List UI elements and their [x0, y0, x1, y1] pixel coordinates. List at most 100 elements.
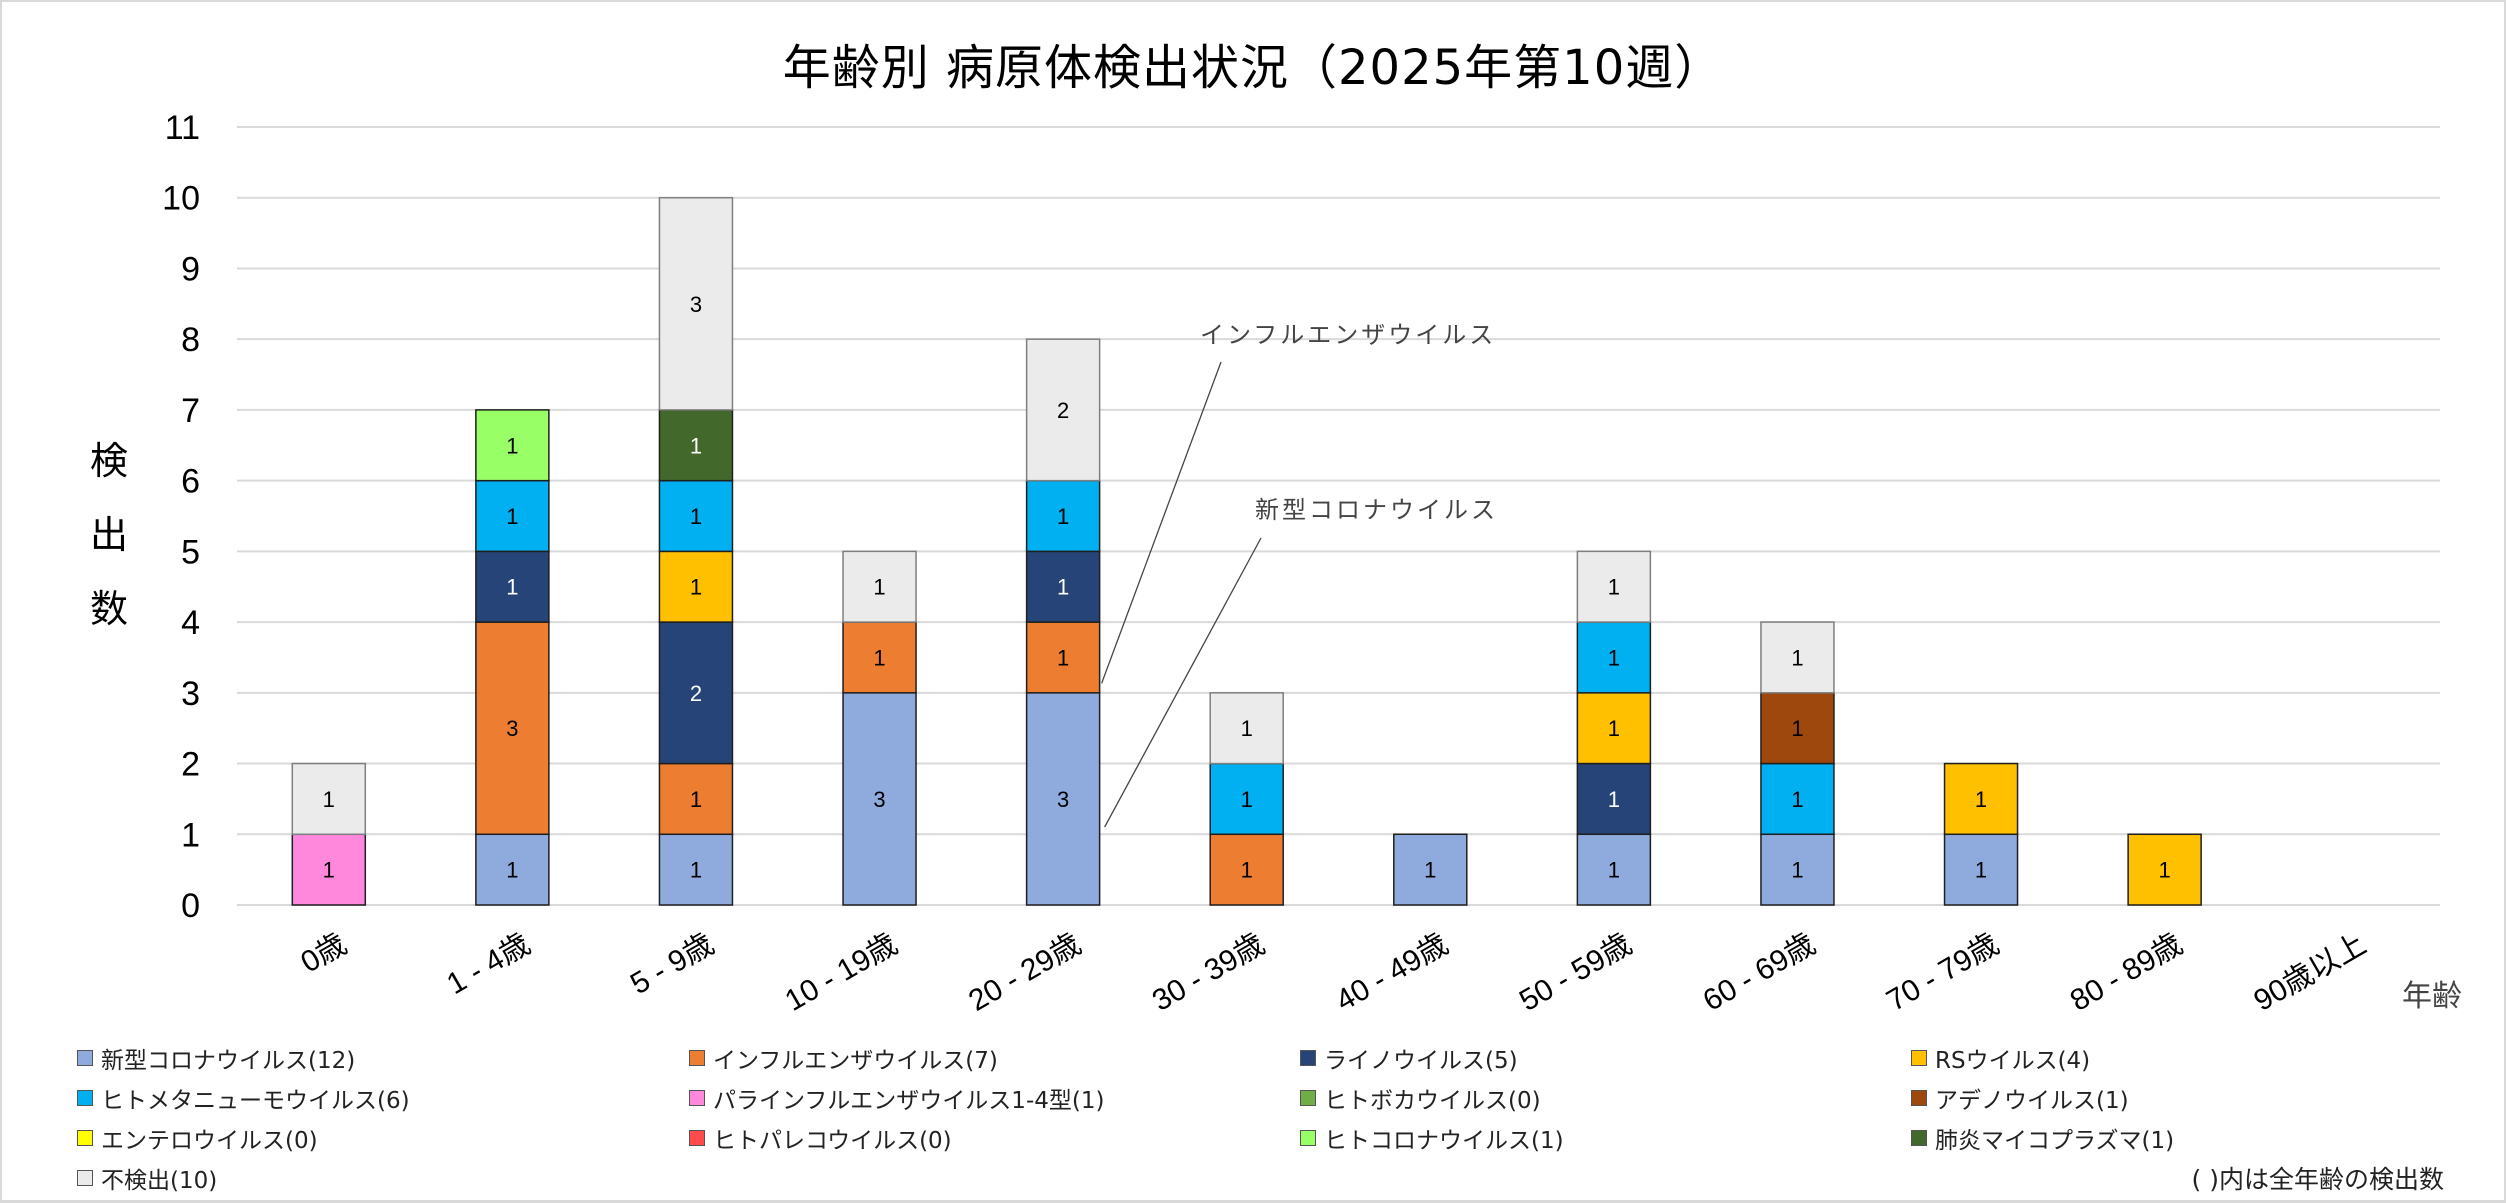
legend-swatch [77, 1130, 93, 1146]
x-tick-label: 40 - 49歳 [1330, 927, 1453, 1017]
legend-label: RSウイルス(4) [1935, 1048, 2091, 1074]
data-label: 1 [1241, 787, 1253, 812]
data-label: 1 [1057, 645, 1069, 670]
legend-swatch [1911, 1090, 1927, 1106]
legend-item[interactable]: パラインフルエンザウイルス1-4型(1) [689, 1083, 1104, 1114]
bar-segment [1760, 762, 1835, 836]
y-tick-label: 0 [181, 887, 200, 925]
bar-segment [1209, 692, 1284, 765]
bar-segment [1025, 621, 1101, 694]
bar-segment [1760, 692, 1835, 765]
data-label: 1 [1791, 645, 1803, 670]
bar-segment [475, 479, 550, 553]
legend-item[interactable]: アデノウイルス(1) [1911, 1083, 2129, 1114]
data-label: 1 [1975, 858, 1987, 883]
data-label: 1 [1057, 504, 1069, 529]
x-tick-label: 5 - 9歳 [625, 927, 719, 1001]
y-tick-label: 1 [181, 816, 200, 854]
y-axis-label: 検出数 [84, 424, 134, 646]
bar-segment [1760, 833, 1835, 906]
legend-item[interactable]: ヒトボカウイルス(0) [1300, 1083, 1541, 1114]
legend-item[interactable]: 肺炎マイコプラズマ(1) [1911, 1123, 2175, 1154]
data-label: 1 [506, 575, 518, 600]
y-tick-label: 2 [181, 746, 200, 784]
bar-segment [475, 409, 550, 482]
legend-item[interactable]: RSウイルス(4) [1911, 1043, 2091, 1074]
bar-segment [658, 409, 734, 482]
data-label: 3 [873, 787, 885, 812]
data-label: 1 [1608, 645, 1620, 670]
legend-swatch [1300, 1130, 1316, 1146]
y-axis-label-char: 数 [89, 587, 128, 631]
data-label: 1 [690, 433, 702, 458]
legend-item[interactable]: ヒトメタニューモウイルス(6) [77, 1083, 410, 1114]
y-tick-label: 10 [162, 180, 200, 218]
data-label: 1 [1608, 575, 1620, 600]
data-label: 3 [1057, 787, 1069, 812]
footnote: ( )内は全年齢の検出数 [2191, 1165, 2444, 1194]
bar-segment [658, 196, 734, 411]
x-axis-title: 年齢 [2402, 980, 2462, 1013]
data-label: 1 [690, 504, 702, 529]
legend-swatch [689, 1090, 705, 1106]
legend-label: 不検出(10) [101, 1168, 218, 1194]
data-label: 1 [1241, 858, 1253, 883]
data-label: 1 [323, 858, 335, 883]
legend-item[interactable]: 不検出(10) [77, 1163, 218, 1194]
data-label: 1 [506, 504, 518, 529]
legend-item[interactable]: 新型コロナウイルス(12) [77, 1043, 356, 1074]
y-tick-label: 8 [181, 321, 200, 359]
legend-swatch [1300, 1090, 1316, 1106]
bar-segment [1025, 550, 1101, 623]
x-tick-label: 60 - 69歳 [1698, 927, 1821, 1017]
legend-swatch [1300, 1050, 1316, 1066]
data-label: 1 [690, 858, 702, 883]
legend-item[interactable]: インフルエンザウイルス(7) [689, 1043, 998, 1074]
legend-swatch [77, 1170, 93, 1186]
bar-segment [1393, 833, 1468, 906]
annotation-leader-line [1101, 361, 1222, 684]
x-tick-label: 90歳以上 [2248, 927, 2371, 1017]
data-label: 2 [1057, 398, 1069, 423]
x-tick-label: 1 - 4歳 [441, 927, 535, 1001]
legend-item[interactable]: エンテロウイルス(0) [77, 1123, 318, 1154]
legend-item[interactable]: ヒトコロナウイルス(1) [1300, 1123, 1564, 1154]
legend-label: 肺炎マイコプラズマ(1) [1935, 1128, 2175, 1154]
bar-segment [2127, 833, 2202, 906]
data-label: 1 [1975, 787, 1987, 812]
chart-title: 年齢別 病原体検出状況（2025年第10週） [782, 40, 1724, 96]
annotation-text: 新型コロナウイルス [1255, 497, 1498, 524]
data-label: 1 [873, 645, 885, 670]
legend-label: ヒトメタニューモウイルス(6) [101, 1088, 410, 1114]
legend-swatch [1911, 1130, 1927, 1146]
bar-segment [842, 621, 917, 694]
data-label: 1 [2159, 858, 2171, 883]
data-label: 3 [506, 716, 518, 741]
legend-item[interactable]: ヒトパレコウイルス(0) [689, 1123, 952, 1154]
legend-swatch [77, 1090, 93, 1106]
y-tick-label: 11 [165, 109, 200, 147]
bar-segment [1209, 762, 1284, 836]
y-tick-label: 6 [181, 463, 200, 501]
y-axis-label-char: 検 [89, 439, 128, 483]
legend-label: 新型コロナウイルス(12) [101, 1048, 356, 1074]
data-label: 3 [690, 292, 702, 317]
data-label: 1 [1608, 858, 1620, 883]
bar-segment [1025, 479, 1101, 553]
legend-label: エンテロウイルス(0) [101, 1128, 318, 1154]
bar-segment [658, 762, 734, 836]
bar-segment [1209, 833, 1284, 906]
annotation-text: インフルエンザウイルス [1200, 322, 1496, 349]
data-label: 1 [690, 787, 702, 812]
x-tick-label: 50 - 59歳 [1514, 927, 1637, 1017]
y-tick-label: 4 [181, 604, 200, 642]
bar-segment [842, 550, 917, 623]
data-label: 1 [1608, 787, 1620, 812]
bar-segment [658, 833, 734, 906]
legend-item[interactable]: ライノウイルス(5) [1300, 1043, 1518, 1074]
annotation-leader-line [1104, 537, 1262, 828]
y-tick-label: 3 [181, 675, 200, 713]
legend-swatch [1911, 1050, 1927, 1066]
x-tick-label: 80 - 89歳 [2065, 927, 2188, 1017]
